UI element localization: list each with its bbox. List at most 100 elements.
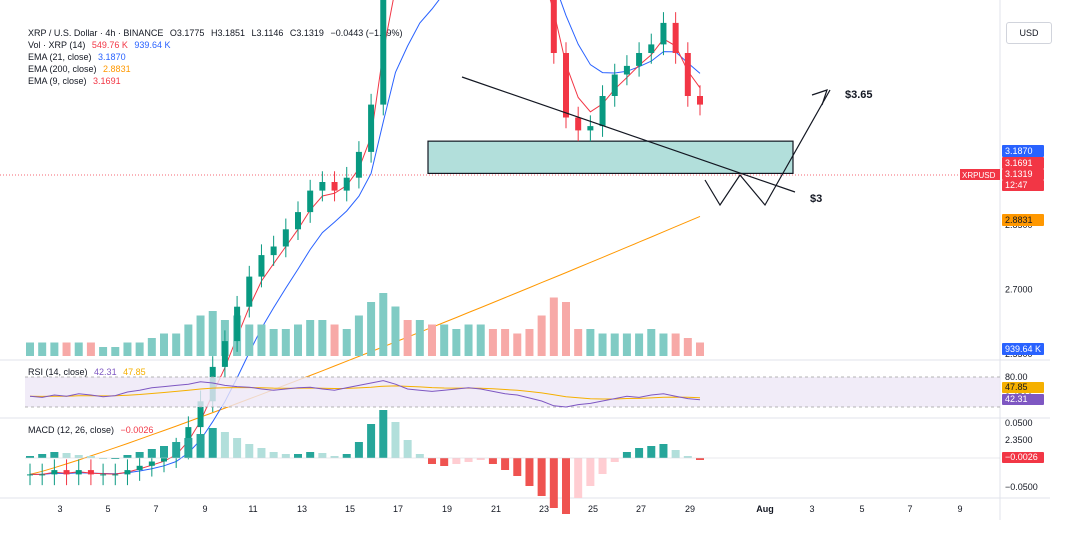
macd-bar — [50, 452, 59, 458]
macd-bar — [318, 453, 327, 458]
close-value: 3.1319 — [296, 28, 324, 38]
candle-body — [185, 427, 192, 449]
macd-bar — [415, 454, 424, 458]
macd-bar — [391, 422, 400, 458]
candle-body — [221, 341, 228, 367]
symbol-badge-bg — [960, 169, 1000, 180]
volume-bar — [135, 342, 144, 356]
x-tick-label: 11 — [248, 504, 257, 514]
open-value: 3.1775 — [176, 28, 205, 38]
macd-bar — [269, 452, 278, 458]
volume-bar — [440, 324, 449, 356]
volume-bar — [696, 342, 704, 356]
last-price-badge-bg — [1002, 169, 1044, 180]
macd-bar — [281, 454, 290, 458]
volume-bar — [635, 333, 644, 356]
high-label: H — [210, 28, 218, 38]
volume-bar — [513, 333, 522, 356]
candle-body — [343, 177, 350, 191]
x-tick-label: 3 — [57, 504, 62, 514]
rsi-label: RSI (14, close) — [28, 367, 88, 377]
candle-body — [660, 22, 667, 45]
candle-body — [148, 461, 155, 466]
rsi-signal-line — [29, 385, 701, 400]
ema200-badge: 2.8831 — [1005, 215, 1033, 225]
ema21-legend: EMA (21, close) 3.1870 — [28, 52, 130, 63]
macd-bar — [464, 458, 473, 462]
change-value: −0.0443 (−1.39%) — [330, 28, 403, 38]
x-tick-label: 27 — [636, 504, 646, 514]
macd-bar — [184, 438, 193, 458]
ema200-legend: EMA (200, close) 2.8831 — [28, 64, 135, 75]
volume-bar — [111, 347, 120, 356]
candle-body — [623, 65, 630, 75]
volume-bar — [245, 324, 254, 356]
macd-bar — [367, 424, 376, 458]
candle-body — [587, 126, 594, 131]
volume-bar — [208, 311, 217, 356]
candle-body — [197, 401, 204, 428]
macd-bar — [622, 452, 631, 458]
last-price-badge: 3.1319 — [1005, 169, 1033, 179]
volume-legend: Vol · XRP (14) 549.76 K 939.64 K — [28, 40, 174, 51]
currency-selector[interactable]: USD — [1006, 22, 1052, 44]
macd-bar — [525, 458, 534, 486]
macd-bar — [38, 454, 47, 458]
volume-bar — [610, 333, 619, 356]
volume-bar — [562, 302, 570, 356]
macd-bar — [635, 448, 644, 458]
volume-bar — [147, 338, 156, 356]
volume-bar — [586, 329, 595, 356]
volume-bar — [354, 315, 363, 356]
macd-bar — [549, 458, 558, 508]
projection-arrowhead — [811, 89, 828, 106]
volume-bar — [269, 329, 278, 356]
ema9-value: 3.1691 — [93, 76, 121, 86]
volume-bar — [622, 333, 631, 356]
macd-bar — [123, 455, 132, 458]
macd-bar — [354, 442, 363, 458]
ema21-line — [30, 0, 701, 475]
macd-bar — [147, 449, 156, 458]
macd-bar — [659, 444, 668, 458]
volume-bar — [476, 324, 485, 356]
volume-bar — [537, 315, 546, 356]
x-tick-label: 25 — [588, 504, 598, 514]
macd-bar — [488, 458, 497, 464]
macd-bar — [683, 456, 692, 458]
candle-body — [550, 0, 557, 53]
macd-tick-label: 0.0500 — [1005, 418, 1033, 428]
macd-bar — [696, 458, 704, 460]
volume-bar — [464, 324, 473, 356]
volume-bar — [428, 324, 436, 356]
volume-bar — [379, 293, 388, 356]
ema200-label: EMA (200, close) — [28, 64, 97, 74]
volume-bar — [647, 329, 656, 356]
volume-value-1: 549.76 K — [91, 40, 128, 50]
open-label: O — [169, 28, 177, 38]
candle-body — [575, 117, 582, 131]
rsi-signal-badge-bg — [1002, 382, 1044, 393]
volume-bar — [257, 324, 266, 356]
macd-bar — [537, 458, 546, 496]
x-tick-label: 7 — [153, 504, 158, 514]
rsi-badge-bg — [1002, 394, 1044, 405]
volume-bar — [598, 333, 607, 356]
candle-body — [100, 474, 107, 476]
high-value: 3.1851 — [217, 28, 245, 38]
volume-bar — [574, 329, 583, 356]
rsi-signal-badge: 47.85 — [1005, 382, 1028, 392]
trendline-resistance — [461, 76, 796, 193]
price-tick-label: 2.7000 — [1005, 285, 1033, 295]
volume-bar — [549, 297, 558, 356]
ema200-line — [29, 215, 701, 475]
volume-bar — [683, 338, 692, 356]
ema21-badge-bg — [1002, 145, 1044, 157]
x-tick-label: 15 — [345, 504, 355, 514]
countdown-badge-bg — [1002, 180, 1044, 191]
macd-bar — [330, 456, 339, 458]
volume-bar — [99, 347, 108, 356]
x-tick-label: 21 — [491, 504, 501, 514]
